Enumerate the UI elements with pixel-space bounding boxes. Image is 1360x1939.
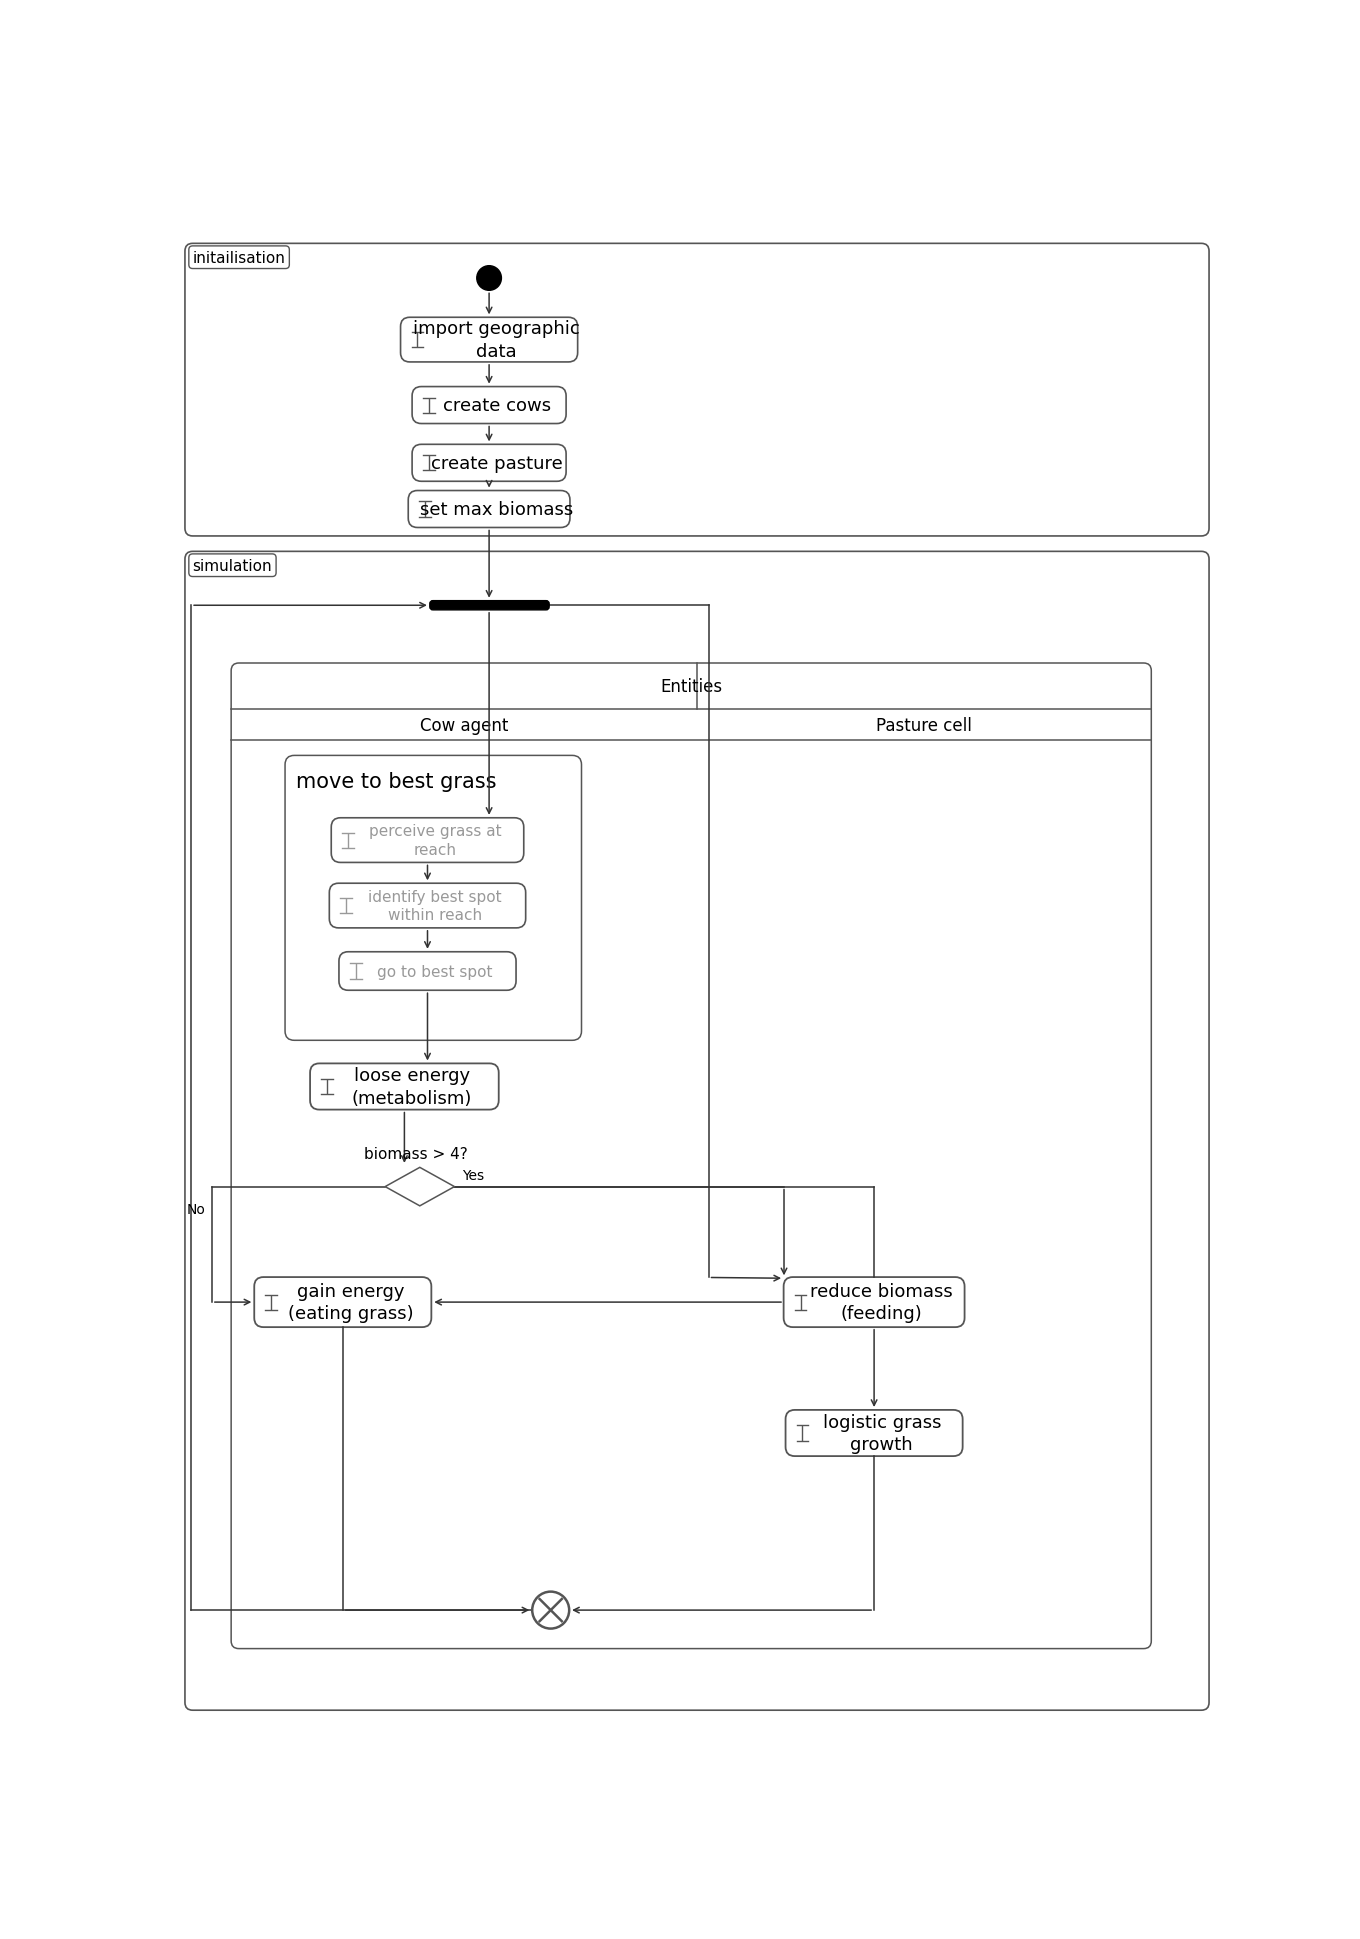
- Text: biomass > 4?: biomass > 4?: [364, 1146, 468, 1161]
- Text: loose energy
(metabolism): loose energy (metabolism): [352, 1066, 472, 1107]
- Text: Cow agent: Cow agent: [420, 715, 509, 735]
- FancyBboxPatch shape: [329, 884, 526, 929]
- Text: initailisation: initailisation: [193, 250, 286, 266]
- Text: simulation: simulation: [193, 558, 272, 574]
- Text: reduce biomass
(feeding): reduce biomass (feeding): [811, 1282, 953, 1322]
- Text: create cows: create cows: [443, 397, 551, 415]
- Text: create pasture: create pasture: [431, 454, 563, 473]
- FancyBboxPatch shape: [254, 1278, 431, 1328]
- Text: go to best spot: go to best spot: [378, 964, 492, 979]
- FancyBboxPatch shape: [286, 756, 582, 1041]
- FancyBboxPatch shape: [408, 491, 570, 527]
- Text: identify best spot
within reach: identify best spot within reach: [369, 890, 502, 923]
- Text: set max biomass: set max biomass: [420, 500, 574, 520]
- Text: logistic grass
growth: logistic grass growth: [823, 1414, 941, 1454]
- FancyBboxPatch shape: [185, 553, 1209, 1710]
- Circle shape: [477, 266, 502, 291]
- Circle shape: [532, 1592, 570, 1629]
- FancyBboxPatch shape: [332, 818, 524, 863]
- Text: perceive grass at
reach: perceive grass at reach: [369, 824, 502, 857]
- Polygon shape: [385, 1167, 454, 1206]
- FancyBboxPatch shape: [339, 952, 515, 991]
- FancyBboxPatch shape: [412, 388, 566, 425]
- FancyBboxPatch shape: [310, 1065, 499, 1109]
- FancyBboxPatch shape: [185, 244, 1209, 537]
- FancyBboxPatch shape: [783, 1278, 964, 1328]
- Text: Pasture cell: Pasture cell: [876, 715, 972, 735]
- FancyBboxPatch shape: [401, 318, 578, 363]
- Text: No: No: [186, 1202, 205, 1216]
- FancyBboxPatch shape: [430, 601, 549, 611]
- Text: Yes: Yes: [462, 1169, 484, 1183]
- FancyBboxPatch shape: [786, 1410, 963, 1456]
- FancyBboxPatch shape: [231, 663, 1152, 1648]
- Text: import geographic
data: import geographic data: [413, 320, 581, 361]
- Text: gain energy
(eating grass): gain energy (eating grass): [288, 1282, 413, 1322]
- FancyBboxPatch shape: [412, 446, 566, 483]
- Text: move to best grass: move to best grass: [296, 772, 496, 791]
- Text: Entities: Entities: [660, 679, 722, 696]
